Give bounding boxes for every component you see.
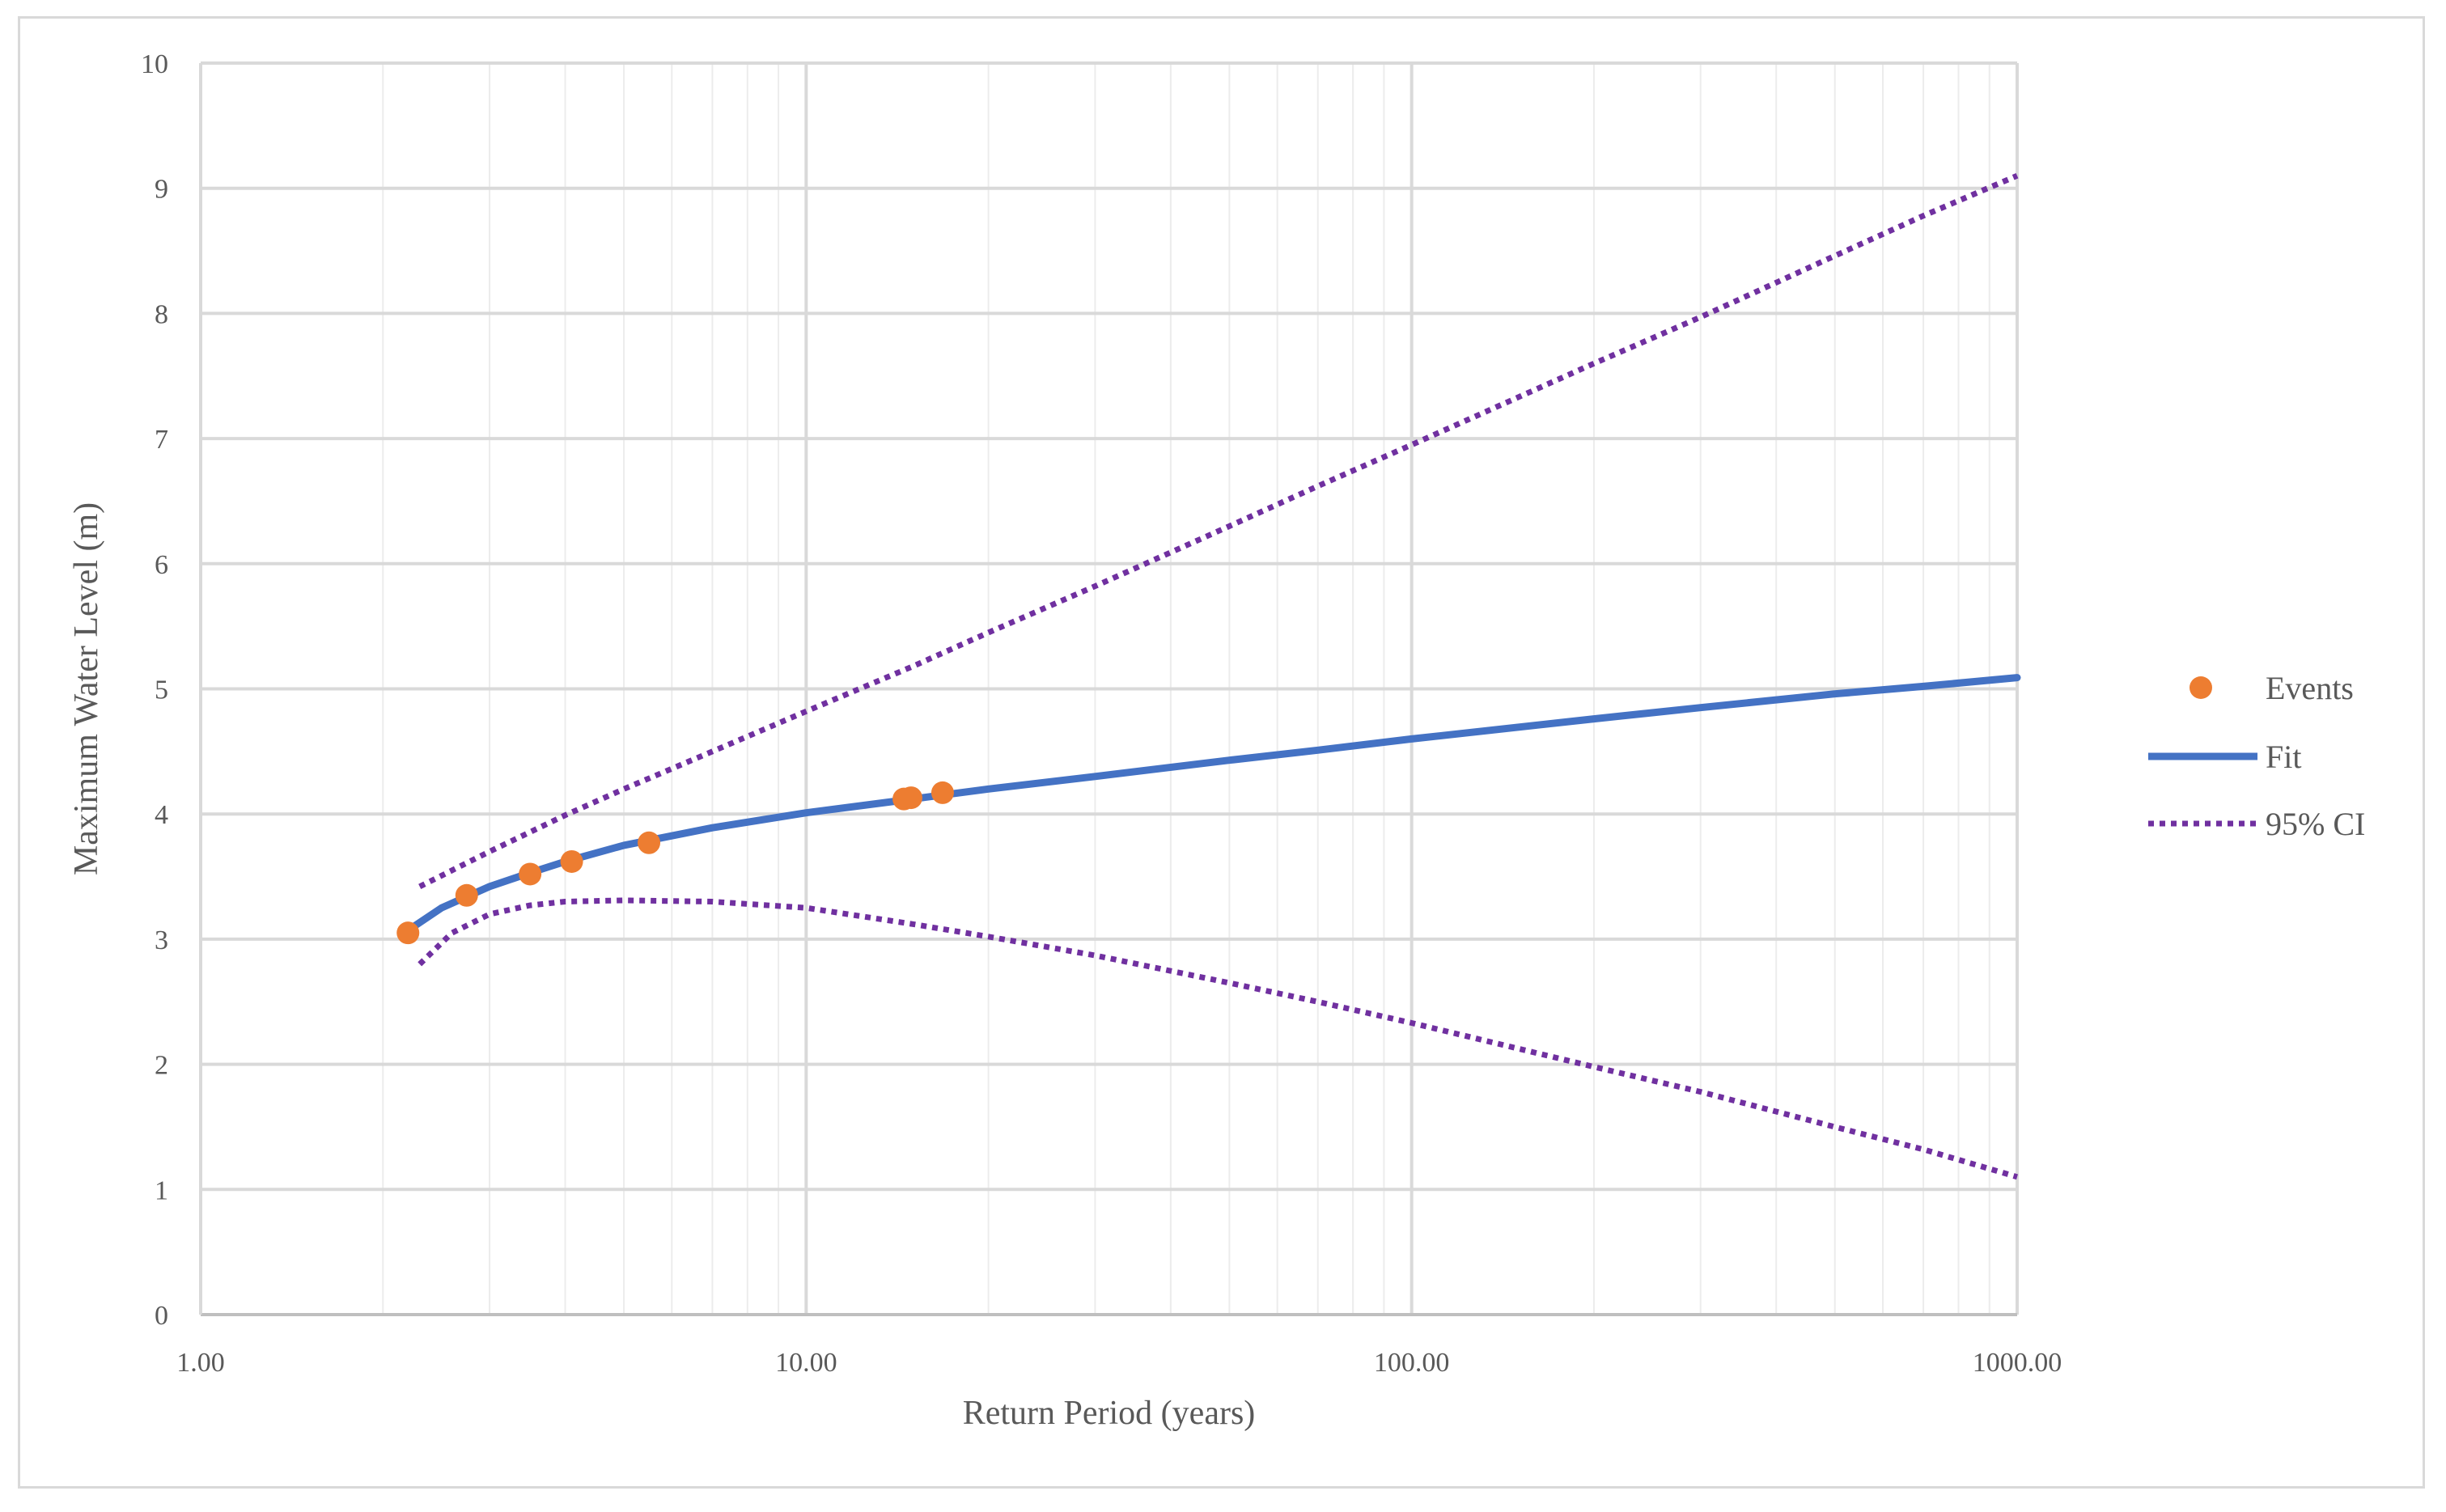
x-axis-title: Return Period (years) [963, 1395, 1256, 1432]
events-point [899, 786, 922, 810]
legend-label-fit: Fit [2266, 739, 2301, 775]
x-tick-labels: 1.00 10.00 100.00 1000.00 [176, 1348, 2062, 1378]
y-tick-label: 10 [141, 49, 168, 79]
legend-label-95-ci: 95% CI [2266, 806, 2365, 842]
x-tick-label: 100.00 [1374, 1348, 1450, 1378]
events-point [638, 831, 661, 854]
events-point [455, 883, 478, 907]
series-95-ci-lower-line [418, 897, 2018, 1180]
axes [199, 63, 2017, 1316]
y-tick-label: 6 [155, 550, 168, 580]
legend: Events Fit 95% CI [2148, 670, 2365, 842]
chart-frame [18, 16, 2425, 1489]
series [396, 172, 2021, 1180]
x-tick-label: 1.00 [176, 1348, 225, 1378]
grid [199, 61, 2019, 1316]
y-tick-label: 5 [155, 676, 168, 705]
y-tick-label: 3 [155, 925, 168, 955]
legend-label-events: Events [2266, 670, 2354, 706]
events-point [930, 781, 954, 804]
y-tick-labels: 0 1 2 3 4 5 6 7 8 9 10 [141, 49, 168, 1331]
events-point [519, 862, 542, 886]
x-tick-label: 1000.00 [1973, 1348, 2062, 1378]
y-tick-label: 4 [155, 800, 168, 830]
y-tick-label: 8 [155, 299, 168, 329]
events-point [396, 921, 420, 945]
events-point [560, 849, 583, 873]
y-tick-label: 2 [155, 1051, 168, 1081]
y-axis-title: Maximum Water Level (m) [68, 502, 105, 875]
y-tick-label: 0 [155, 1301, 168, 1331]
series-95-ci-line [418, 172, 2019, 890]
y-tick-label: 7 [155, 425, 168, 455]
legend-events-marker [2190, 676, 2212, 699]
x-tick-label: 10.00 [775, 1348, 837, 1378]
y-tick-label: 9 [155, 175, 168, 205]
y-tick-label: 1 [155, 1175, 168, 1205]
